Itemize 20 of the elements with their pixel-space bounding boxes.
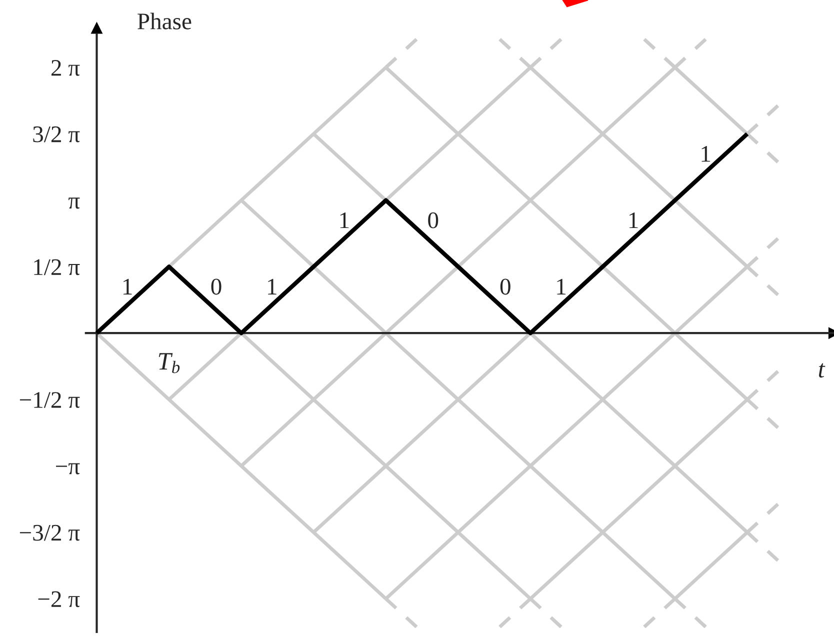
y-tick-label: 3/2 π [33, 126, 80, 142]
x-tick-label: T$_{b}$ [158, 353, 180, 374]
y-tick-label: 1/2 π [34, 259, 80, 276]
annotation: 1 [124, 278, 132, 294]
annotation: 0 [211, 278, 222, 295]
annotation: 1 [702, 146, 710, 162]
y-tick-label: −1/2 π [20, 392, 80, 408]
y-tick-label: π [68, 198, 80, 209]
annotation: 1 [340, 212, 349, 228]
annotation: 0 [500, 278, 510, 295]
x-axis-title: t [818, 363, 826, 378]
y-axis-title: Phase [138, 12, 192, 30]
annotation: 1 [268, 278, 276, 294]
annotation: 1 [557, 278, 566, 294]
y-tick-label: −3/2 π [20, 524, 80, 541]
annotation: 1 [629, 212, 638, 228]
annotation: 0 [428, 212, 438, 228]
y-tick-label: −π [56, 463, 80, 474]
y-tick-label: −2 π [38, 591, 80, 608]
y-tick-label: 2 π [51, 60, 80, 76]
